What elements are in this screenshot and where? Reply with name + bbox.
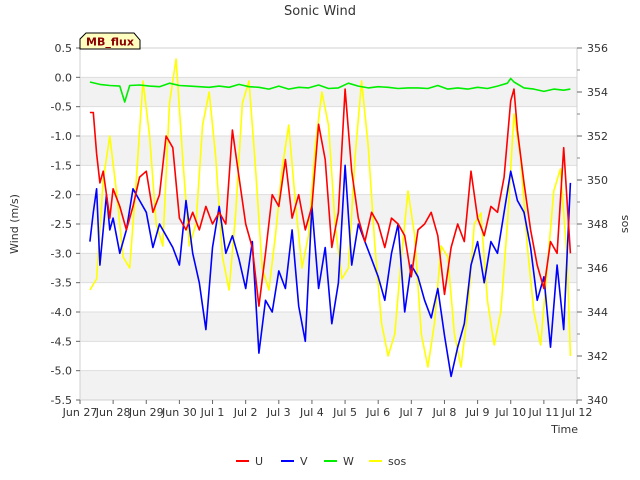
series-line-v: [89, 164, 572, 378]
x-tick-label: Jul 4: [299, 406, 324, 419]
y-tick-label: 0.0: [55, 71, 73, 84]
series-line-u: [89, 88, 572, 307]
y2-tick-label: 354: [587, 86, 608, 99]
series-line-sos: [89, 58, 572, 368]
x-tick-label: Jul 11: [527, 406, 559, 419]
series-layer: [89, 58, 572, 378]
plot-band: [80, 312, 577, 342]
x-tick-label: Jul 8: [432, 406, 457, 419]
y-tick-label: 0.5: [55, 42, 73, 55]
x-tick-label: Jul 3: [266, 406, 291, 419]
plot-band: [80, 136, 577, 166]
x-tick-label: Jul 5: [332, 406, 357, 419]
x-tick-label: Jul 1: [200, 406, 225, 419]
y-tick-label: -4.5: [51, 335, 72, 348]
x-tick-label: Jun 27: [62, 406, 98, 419]
x-tick-label: Jul 6: [365, 406, 390, 419]
x-tick-label: Jul 9: [465, 406, 490, 419]
left-axis-ticks: 0.5 0.0 -0.5 -1.0 -1.5 -2.0 -2.5 -3.0 -3.5 -4.0 -4…: [51, 42, 80, 407]
badge-label: MB_flux: [86, 36, 134, 49]
series-v: [89, 164, 572, 378]
y-tick-label: -1.0: [51, 130, 72, 143]
chart-title: Sonic Wind: [284, 4, 356, 19]
badge: MB_flux: [79, 32, 141, 50]
y2-axis-label: sos: [618, 215, 631, 233]
plot-band: [80, 77, 577, 107]
y-tick-label: -5.0: [51, 365, 72, 378]
x-tick-label: Jun 28: [95, 406, 131, 419]
series-sos: [89, 58, 572, 368]
x-tick-label: Jun 29: [128, 406, 164, 419]
y-tick-label: -5.5: [51, 394, 72, 407]
y-tick-label: -0.5: [51, 101, 72, 114]
y2-tick-label: 348: [587, 218, 608, 231]
series-w: [89, 77, 571, 103]
x-tick-label: Jun 30: [161, 406, 197, 419]
y-axis-label: Wind (m/s): [8, 194, 21, 254]
y-tick-label: -2.0: [51, 189, 72, 202]
series-line-w: [89, 77, 571, 103]
y-tick-label: -2.5: [51, 218, 72, 231]
x-tick-label: Jul 2: [233, 406, 258, 419]
y-tick-label: -4.0: [51, 306, 72, 319]
legend-label-v: V: [300, 455, 308, 468]
y2-tick-label: 346: [587, 262, 608, 275]
y2-tick-label: 350: [587, 174, 608, 187]
badge-box: [79, 32, 141, 50]
y-tick-label: -1.5: [51, 159, 72, 172]
x-axis-label: Time: [550, 423, 578, 436]
x-tick-label: Jul 12: [561, 406, 593, 419]
y2-tick-label: 344: [587, 306, 608, 319]
series-u: [89, 88, 572, 307]
y2-tick-label: 342: [587, 350, 608, 363]
legend-label-sos: sos: [388, 455, 406, 468]
plot-band: [80, 370, 577, 400]
y-tick-label: -3.5: [51, 277, 72, 290]
legend-label-u: U: [255, 455, 263, 468]
x-tick-label: Jul 7: [398, 406, 423, 419]
right-axis-ticks: 356 354 352 350 348 346 344 342 340: [577, 42, 608, 407]
y2-tick-label: 352: [587, 130, 608, 143]
y2-tick-label: 356: [587, 42, 608, 55]
legend-label-w: W: [343, 455, 354, 468]
y-tick-label: -3.0: [51, 247, 72, 260]
x-tick-label: Jul 10: [494, 406, 526, 419]
y2-tick-label: 340: [587, 394, 608, 407]
